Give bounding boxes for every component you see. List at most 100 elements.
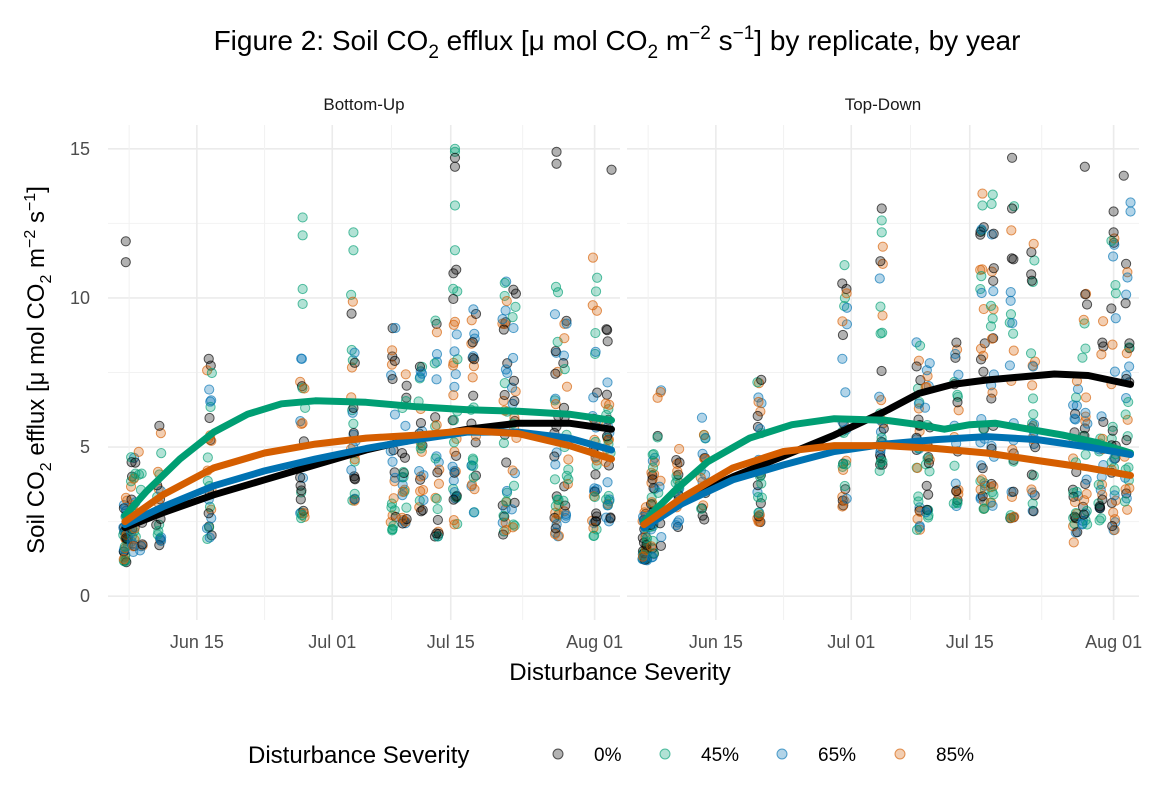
data-point [1008,328,1019,339]
data-point [1122,431,1133,442]
data-point [876,365,887,377]
data-point [348,227,359,238]
data-point [431,493,442,504]
x-tick-label: Aug 01 [1085,632,1142,652]
panel-bottom-up: Bottom-Up Jun 15 Jul 01 Jul 15 Aug 01 0 5 10 15 [70,95,623,652]
data-point [449,245,461,256]
data-point [1122,267,1133,278]
data-point [1006,203,1018,214]
data-point [1081,488,1092,500]
data-point [390,322,401,334]
data-point [559,364,570,375]
data-point [416,368,428,379]
data-point [429,358,440,369]
data-point [1106,235,1117,247]
data-point [1027,393,1039,404]
data-point [387,456,398,467]
data-point [1108,227,1119,238]
data-point [875,256,886,267]
data-point [499,378,510,389]
data-point [1106,303,1117,314]
data-point [840,387,851,398]
data-point [414,465,425,477]
data-point [468,472,479,483]
data-point [1098,416,1109,428]
smooth-line-85pct [121,427,615,526]
data-point [1077,352,1088,363]
data-point [923,489,934,500]
data-point [297,230,308,241]
data-point [417,505,428,516]
data-point [549,309,561,320]
data-point [467,337,478,348]
data-point [386,498,398,509]
y-tick-label: 10 [70,288,90,308]
data-point [605,513,616,524]
data-point [431,528,442,539]
data-point [296,353,307,364]
data-point [837,278,848,289]
data-point [1122,504,1133,515]
data-point [558,495,569,506]
data-point [838,458,849,469]
data-point [397,512,408,523]
data-point [1096,411,1107,422]
data-point [204,384,215,395]
smooth-line-45pct [640,415,1134,526]
chart-title-part: −1 [733,23,755,44]
data-point [1078,314,1089,325]
data-point [1008,254,1019,265]
data-point [497,313,508,325]
data-point [987,500,998,511]
data-point [449,200,461,211]
smooth-lines [640,370,1134,532]
data-point [125,481,137,492]
data-point [563,454,574,465]
data-point [1110,288,1121,299]
data-point [914,340,926,351]
data-point [753,492,764,503]
y-axis-title-part: −2 [22,230,39,248]
data-point [590,327,601,339]
data-point [1098,316,1109,327]
data-point [1107,339,1118,350]
x-axis-title: Disturbance Severity [509,659,730,686]
data-point [133,446,144,457]
data-point [430,453,441,464]
data-point [387,323,398,334]
data-point [1006,152,1018,163]
data-point [563,474,574,485]
data-point [837,329,849,341]
data-point [975,283,986,295]
data-point [449,316,461,327]
data-point [506,504,517,515]
data-point [467,372,478,383]
data-point [653,487,664,498]
data-point [976,474,987,485]
data-point [601,389,613,400]
data-point [1029,255,1040,266]
data-point [697,448,708,459]
legend-key [659,748,671,760]
data-point [447,461,458,472]
data-point [449,152,461,163]
data-point [137,539,148,550]
data-point [1005,309,1017,320]
data-point [510,301,521,312]
data-point [501,276,512,287]
chart-title-part: efflux [μ mol CO [439,25,648,56]
data-point [1125,197,1136,208]
data-point [1125,206,1136,217]
data-point [1071,400,1082,411]
data-point [601,324,612,335]
data-point [839,300,850,312]
data-point [431,349,443,360]
data-point [203,353,214,364]
data-point [509,520,520,531]
data-point [1109,366,1121,377]
data-point [432,467,443,478]
data-point [837,501,848,512]
data-point [752,410,763,422]
data-point [647,449,658,460]
